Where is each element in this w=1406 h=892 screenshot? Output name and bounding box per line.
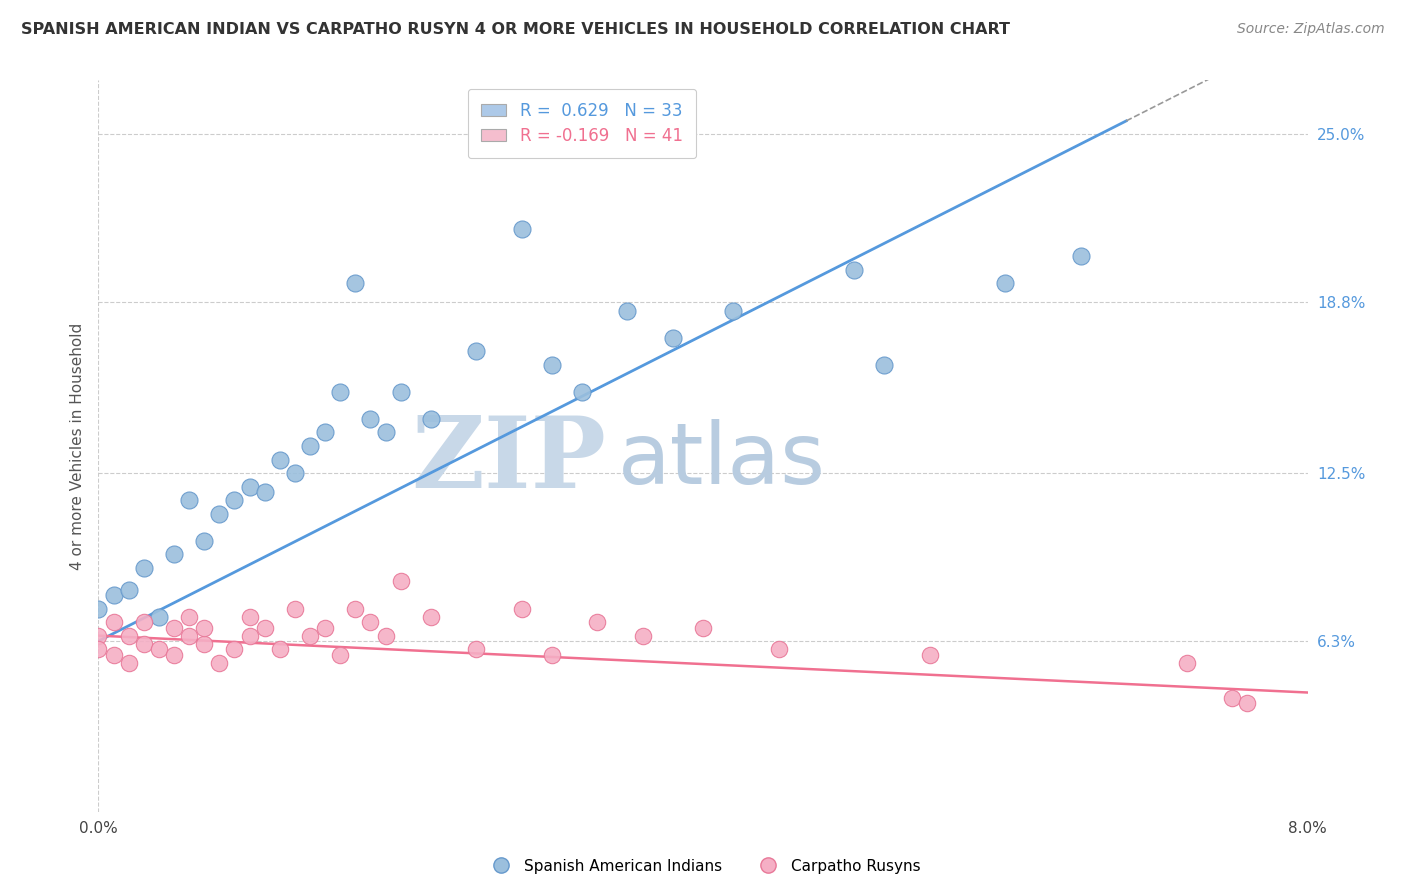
Point (661, 331, 683, 345)
Point (314, 620, 336, 634)
Point (87, 629, 110, 643)
Point (132, 615, 155, 629)
Legend: R =  0.629   N = 33, R = -0.169   N = 41: R = 0.629 N = 33, R = -0.169 N = 41 (468, 88, 696, 158)
Point (179, 609, 201, 624)
Text: SPANISH AMERICAN INDIAN VS CARPATHO RUSYN 4 OR MORE VEHICLES IN HOUSEHOLD CORREL: SPANISH AMERICAN INDIAN VS CARPATHO RUSY… (21, 22, 1010, 37)
Point (132, 561, 155, 575)
Point (269, 452, 291, 467)
Point (299, 629, 322, 643)
Point (329, 384, 352, 399)
Point (193, 533, 215, 548)
Point (193, 620, 215, 634)
Point (239, 609, 262, 624)
Point (329, 648, 352, 662)
Point (873, 358, 896, 372)
Point (148, 609, 170, 624)
Point (103, 648, 125, 662)
Point (284, 466, 307, 480)
Point (314, 425, 336, 440)
Point (224, 493, 246, 508)
Point (163, 648, 186, 662)
Point (193, 637, 215, 651)
Point (344, 601, 367, 615)
Text: Source: ZipAtlas.com: Source: ZipAtlas.com (1237, 22, 1385, 37)
Point (118, 629, 141, 643)
Point (616, 303, 638, 318)
Point (510, 601, 533, 615)
Point (208, 656, 231, 670)
Point (163, 547, 186, 561)
Point (420, 609, 443, 624)
Point (239, 629, 262, 643)
Point (631, 629, 654, 643)
Text: ZIP: ZIP (412, 412, 606, 509)
Point (374, 629, 396, 643)
Point (389, 574, 412, 589)
Point (118, 582, 141, 597)
Point (360, 412, 382, 426)
Point (540, 358, 562, 372)
Point (148, 642, 170, 657)
Point (918, 648, 941, 662)
Y-axis label: 4 or more Vehicles in Household: 4 or more Vehicles in Household (69, 322, 84, 570)
Point (132, 637, 155, 651)
Point (571, 384, 593, 399)
Point (465, 344, 488, 359)
Point (540, 648, 562, 662)
Point (103, 588, 125, 602)
Point (163, 620, 186, 634)
Point (420, 412, 443, 426)
Point (103, 615, 125, 629)
Point (284, 601, 307, 615)
Point (269, 642, 291, 657)
Legend: Spanish American Indians, Carpatho Rusyns: Spanish American Indians, Carpatho Rusyn… (479, 853, 927, 880)
Point (253, 485, 276, 500)
Point (692, 620, 714, 634)
Point (239, 480, 262, 494)
Point (510, 222, 533, 236)
Point (1175, 656, 1198, 670)
Point (87, 642, 110, 657)
Point (224, 642, 246, 657)
Point (374, 425, 396, 440)
Point (465, 642, 488, 657)
Point (253, 620, 276, 634)
Point (179, 493, 201, 508)
Point (87, 601, 110, 615)
Point (723, 303, 745, 318)
Text: atlas: atlas (619, 419, 827, 502)
Point (1070, 249, 1092, 263)
Point (1220, 690, 1243, 705)
Point (208, 507, 231, 521)
Point (844, 263, 866, 277)
Point (389, 384, 412, 399)
Point (586, 615, 609, 629)
Point (1236, 697, 1258, 711)
Point (994, 277, 1017, 291)
Point (768, 642, 790, 657)
Point (118, 656, 141, 670)
Point (360, 615, 382, 629)
Point (299, 439, 322, 453)
Point (179, 629, 201, 643)
Point (344, 277, 367, 291)
